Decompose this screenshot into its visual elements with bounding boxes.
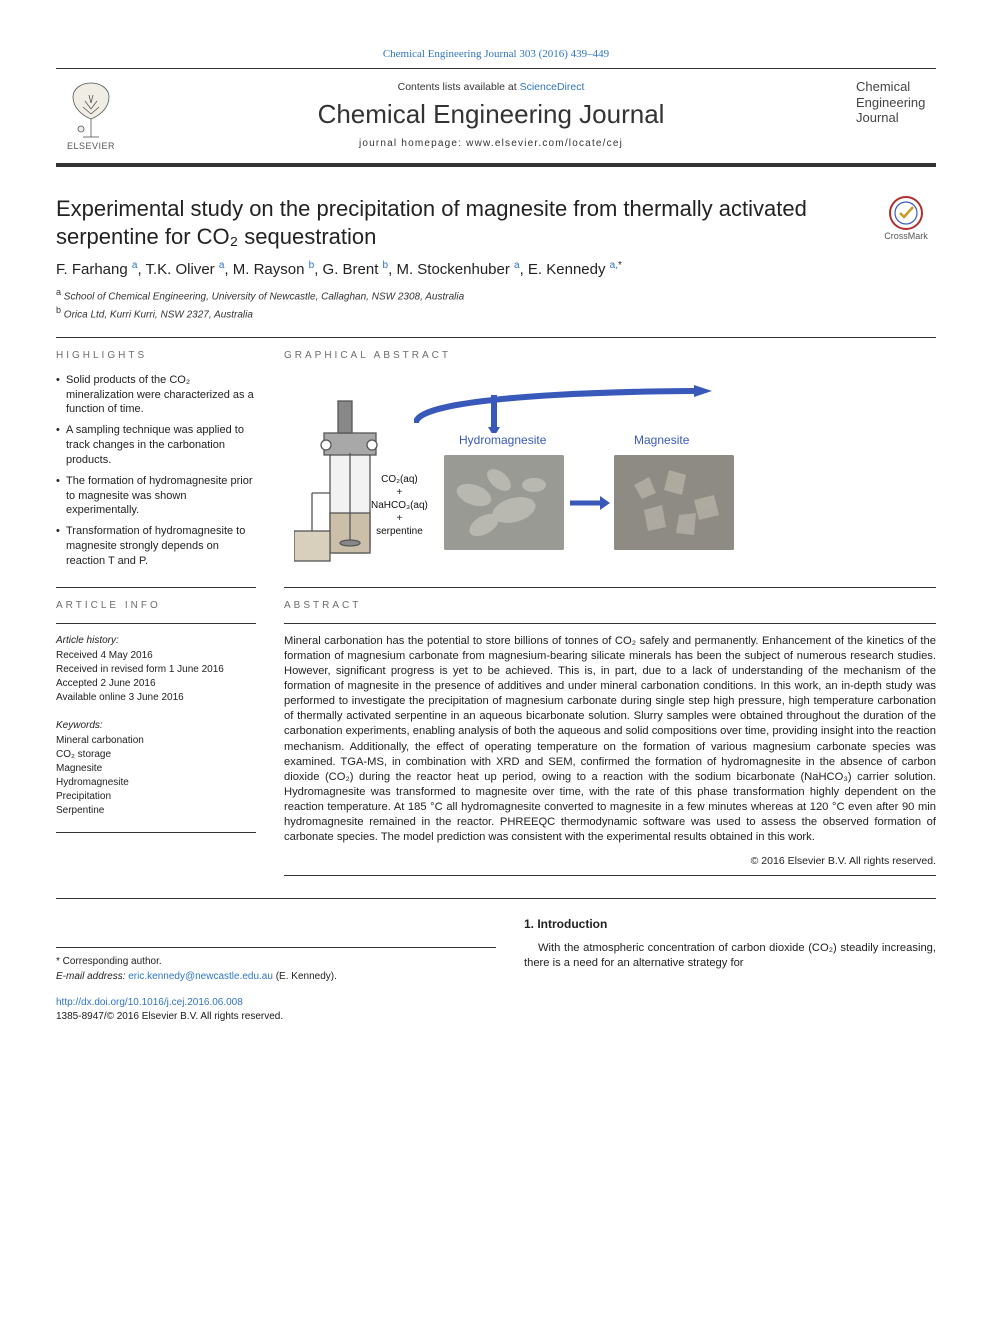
cover-line3: Journal bbox=[856, 110, 936, 126]
rule-after-affil bbox=[56, 337, 936, 338]
journal-header: ELSEVIER Contents lists available at Sci… bbox=[56, 68, 936, 167]
journal-cover-thumb: Chemical Engineering Journal bbox=[856, 75, 936, 155]
affiliation-line: a School of Chemical Engineering, Univer… bbox=[56, 286, 936, 304]
crossmark-icon bbox=[888, 195, 924, 231]
graphabs-head: GRAPHICAL ABSTRACT bbox=[284, 350, 936, 361]
contents-prefix: Contents lists available at bbox=[398, 81, 520, 93]
sem-hydro-placeholder-icon bbox=[444, 455, 564, 550]
reactants-labels: CO₂(aq) + NaHCO₃(aq) + serpentine bbox=[371, 473, 428, 538]
magnesite-label: Magnesite bbox=[634, 433, 689, 447]
corr-email-link[interactable]: eric.kennedy@newcastle.edu.au bbox=[128, 971, 273, 982]
sem-magnesite-image bbox=[614, 455, 734, 550]
cover-line2: Engineering bbox=[856, 95, 936, 111]
arrow-curve-icon bbox=[414, 383, 714, 433]
highlight-item: Transformation of hydromagnesite to magn… bbox=[56, 524, 256, 569]
highlights-graphabs-row: HIGHLIGHTS Solid products of the CO₂ min… bbox=[56, 350, 936, 575]
homepage-prefix: journal homepage: bbox=[359, 138, 466, 149]
sem-hydro-image bbox=[444, 455, 564, 550]
affiliations: a School of Chemical Engineering, Univer… bbox=[56, 286, 936, 323]
corr-col: * Corresponding author. E-mail address: … bbox=[56, 917, 496, 984]
corr-email-line: E-mail address: eric.kennedy@newcastle.e… bbox=[56, 969, 496, 984]
rule-before-intro bbox=[56, 898, 936, 899]
corr-star-line: * Corresponding author. bbox=[56, 954, 496, 969]
email-suffix: (E. Kennedy). bbox=[273, 971, 337, 982]
keyword: Magnesite bbox=[56, 762, 256, 776]
history-line: Accepted 2 June 2016 bbox=[56, 677, 256, 691]
affiliation-line: b Orica Ltd, Kurri Kurri, NSW 2327, Aust… bbox=[56, 304, 936, 322]
keyword: Mineral carbonation bbox=[56, 734, 256, 748]
journal-title: Chemical Engineering Journal bbox=[138, 99, 844, 130]
keyword: Serpentine bbox=[56, 804, 256, 818]
abstract-head: ABSTRACT bbox=[284, 600, 936, 611]
graphical-abstract-col: GRAPHICAL ABSTRACT bbox=[284, 350, 936, 575]
highlights-list: Solid products of the CO₂ mineralization… bbox=[56, 373, 256, 569]
doi-link[interactable]: http://dx.doi.org/10.1016/j.cej.2016.06.… bbox=[56, 997, 243, 1008]
abstract-col: ABSTRACT Mineral carbonation has the pot… bbox=[284, 600, 936, 877]
keywords-title: Keywords: bbox=[56, 719, 256, 733]
history-title: Article history: bbox=[56, 634, 256, 648]
issn-line: 1385-8947/© 2016 Elsevier B.V. All right… bbox=[56, 1011, 283, 1022]
articleinfo-head: ARTICLE INFO bbox=[56, 600, 256, 611]
sciencedirect-link[interactable]: ScienceDirect bbox=[520, 81, 585, 93]
history-line: Received in revised form 1 June 2016 bbox=[56, 663, 256, 677]
rule-left-mid bbox=[56, 587, 256, 588]
reactant-serpentine: serpentine bbox=[371, 525, 428, 538]
article-info-col: ARTICLE INFO Article history: Received 4… bbox=[56, 600, 256, 877]
footer-block: http://dx.doi.org/10.1016/j.cej.2016.06.… bbox=[56, 996, 936, 1024]
rule-right-mid bbox=[284, 587, 936, 588]
elsevier-tree-icon bbox=[61, 79, 121, 139]
header-center: Contents lists available at ScienceDirec… bbox=[138, 81, 844, 149]
mid-arrow bbox=[570, 493, 610, 517]
elsevier-wordmark: ELSEVIER bbox=[67, 141, 115, 151]
article-title: Experimental study on the precipitation … bbox=[56, 195, 858, 250]
cover-line1: Chemical bbox=[856, 79, 936, 95]
top-arrow bbox=[414, 383, 714, 437]
elsevier-logo: ELSEVIER bbox=[56, 79, 126, 151]
reactant-plus2: + bbox=[371, 512, 428, 525]
citation-link[interactable]: Chemical Engineering Journal 303 (2016) … bbox=[383, 48, 609, 60]
hydro-label: Hydromagnesite bbox=[459, 433, 546, 447]
reactant-plus1: + bbox=[371, 486, 428, 499]
sem-magnesite-placeholder-icon bbox=[614, 455, 734, 550]
intro-heading: 1. Introduction bbox=[524, 917, 936, 931]
reactant-co2: CO₂(aq) bbox=[371, 473, 428, 486]
email-label: E-mail address: bbox=[56, 971, 128, 982]
page-root: Chemical Engineering Journal 303 (2016) … bbox=[0, 0, 992, 1064]
authors-line: F. Farhang a, T.K. Oliver a, M. Rayson b… bbox=[56, 260, 936, 278]
keyword: CO₂ storage bbox=[56, 748, 256, 762]
citation-banner: Chemical Engineering Journal 303 (2016) … bbox=[56, 48, 936, 60]
homepage-url: www.elsevier.com/locate/cej bbox=[466, 138, 623, 149]
highlight-item: A sampling technique was applied to trac… bbox=[56, 423, 256, 468]
crossmark-label: CrossMark bbox=[884, 231, 928, 241]
highlights-head: HIGHLIGHTS bbox=[56, 350, 256, 361]
highlights-col: HIGHLIGHTS Solid products of the CO₂ min… bbox=[56, 350, 256, 575]
rule-under-info-bottom bbox=[56, 832, 256, 833]
title-row: Experimental study on the precipitation … bbox=[56, 195, 936, 250]
history-line: Available online 3 June 2016 bbox=[56, 691, 256, 705]
rule-under-abs-bottom bbox=[284, 875, 936, 876]
keyword: Hydromagnesite bbox=[56, 776, 256, 790]
abstract-copyright: © 2016 Elsevier B.V. All rights reserved… bbox=[284, 855, 936, 867]
corresponding-block: * Corresponding author. E-mail address: … bbox=[56, 947, 496, 984]
intro-row: * Corresponding author. E-mail address: … bbox=[56, 917, 936, 984]
graphical-abstract-figure: Hydromagnesite Magnesite bbox=[284, 373, 764, 573]
history-line: Received 4 May 2016 bbox=[56, 649, 256, 663]
keyword: Precipitation bbox=[56, 790, 256, 804]
rule-under-info-head bbox=[56, 623, 256, 624]
info-abstract-row: ARTICLE INFO Article history: Received 4… bbox=[56, 600, 936, 877]
abstract-text: Mineral carbonation has the potential to… bbox=[284, 634, 936, 846]
intro-para: With the atmospheric concentration of ca… bbox=[524, 941, 936, 971]
homepage-line: journal homepage: www.elsevier.com/locat… bbox=[138, 138, 844, 149]
crossmark-badge[interactable]: CrossMark bbox=[876, 195, 936, 241]
rule-under-abs-head bbox=[284, 623, 936, 624]
intro-col: 1. Introduction With the atmospheric con… bbox=[524, 917, 936, 984]
highlight-item: Solid products of the CO₂ mineralization… bbox=[56, 373, 256, 418]
reactant-nahco3: NaHCO₃(aq) bbox=[371, 499, 428, 512]
arrow-right-icon bbox=[570, 493, 610, 513]
contents-line: Contents lists available at ScienceDirec… bbox=[138, 81, 844, 93]
highlight-item: The formation of hydromagnesite prior to… bbox=[56, 474, 256, 519]
article-info-block: Article history: Received 4 May 2016Rece… bbox=[56, 634, 256, 818]
